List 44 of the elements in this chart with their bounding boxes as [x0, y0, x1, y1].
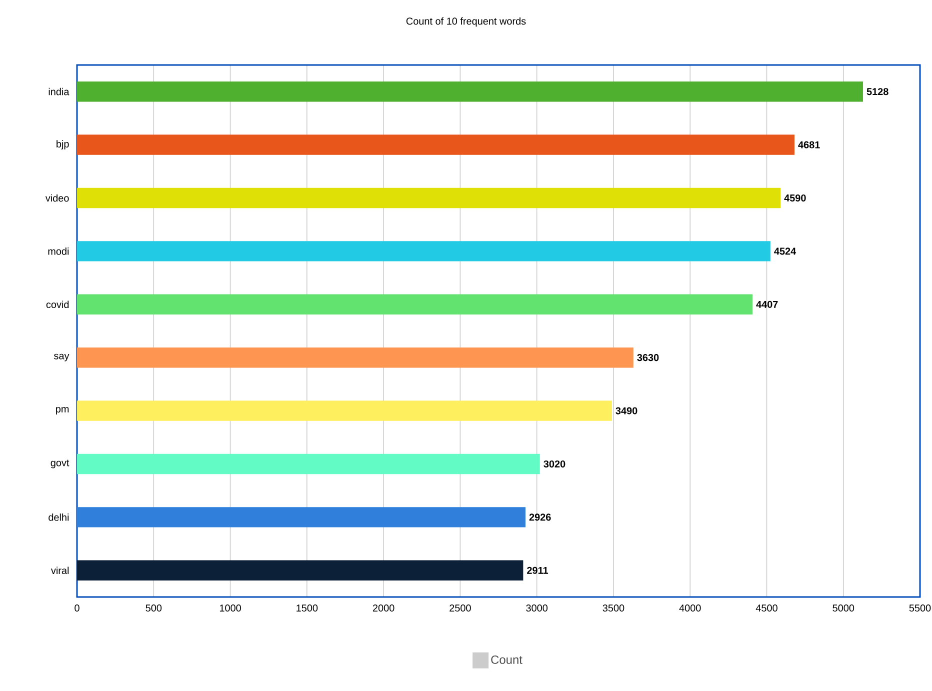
text: Count — [491, 655, 522, 664]
data-label: 2911 — [527, 566, 548, 574]
bar — [77, 347, 634, 368]
y-tick-label: covid — [46, 300, 69, 308]
y-tick-label: delhi — [48, 514, 69, 521]
data-label: 3490 — [616, 407, 638, 414]
data-label: 4590 — [784, 194, 806, 202]
bar — [77, 134, 794, 155]
bar — [77, 188, 781, 208]
y-tick-label: bjp — [56, 140, 69, 150]
bar — [77, 241, 770, 262]
data-label: 4524 — [774, 248, 796, 255]
x-tick-label: 500 — [146, 604, 162, 612]
bar — [77, 454, 540, 474]
y-tick-label: viral — [51, 566, 69, 574]
data-label: 3630 — [637, 354, 659, 362]
data-label: 4407 — [756, 300, 778, 308]
y-tick-label: pm — [56, 407, 69, 414]
bar — [77, 294, 752, 314]
y-tick-label: india — [48, 88, 70, 96]
chart-title: Count of 10 frequent words — [406, 17, 526, 27]
data-label: 3020 — [544, 460, 566, 468]
x-tick-label: 3000 — [526, 604, 548, 612]
bar — [77, 560, 524, 580]
x-tick-label: 3500 — [602, 604, 624, 612]
x-tick-label: 5000 — [832, 604, 854, 612]
x-tick-label: 0 — [74, 604, 80, 612]
x-tick-label: 2000 — [372, 604, 394, 612]
y-tick-label: govt — [50, 460, 70, 468]
bar — [77, 400, 612, 421]
bar — [77, 81, 863, 102]
y-tick-label: modi — [48, 248, 69, 255]
x-tick-label: 1000 — [220, 604, 241, 612]
x-tick-label: 1500 — [296, 604, 318, 612]
x-tick-label: 4000 — [679, 604, 701, 612]
y-tick-label: say — [54, 354, 70, 362]
data-label: 2926 — [529, 514, 551, 521]
y-tick-label: video — [45, 194, 69, 202]
data-label: 5128 — [866, 88, 888, 96]
data-label: 4681 — [798, 141, 820, 148]
x-tick-label: 5500 — [909, 604, 931, 612]
bar — [77, 507, 526, 528]
x-tick-label: 4500 — [756, 604, 778, 612]
x-tick-label: 2500 — [450, 604, 471, 612]
